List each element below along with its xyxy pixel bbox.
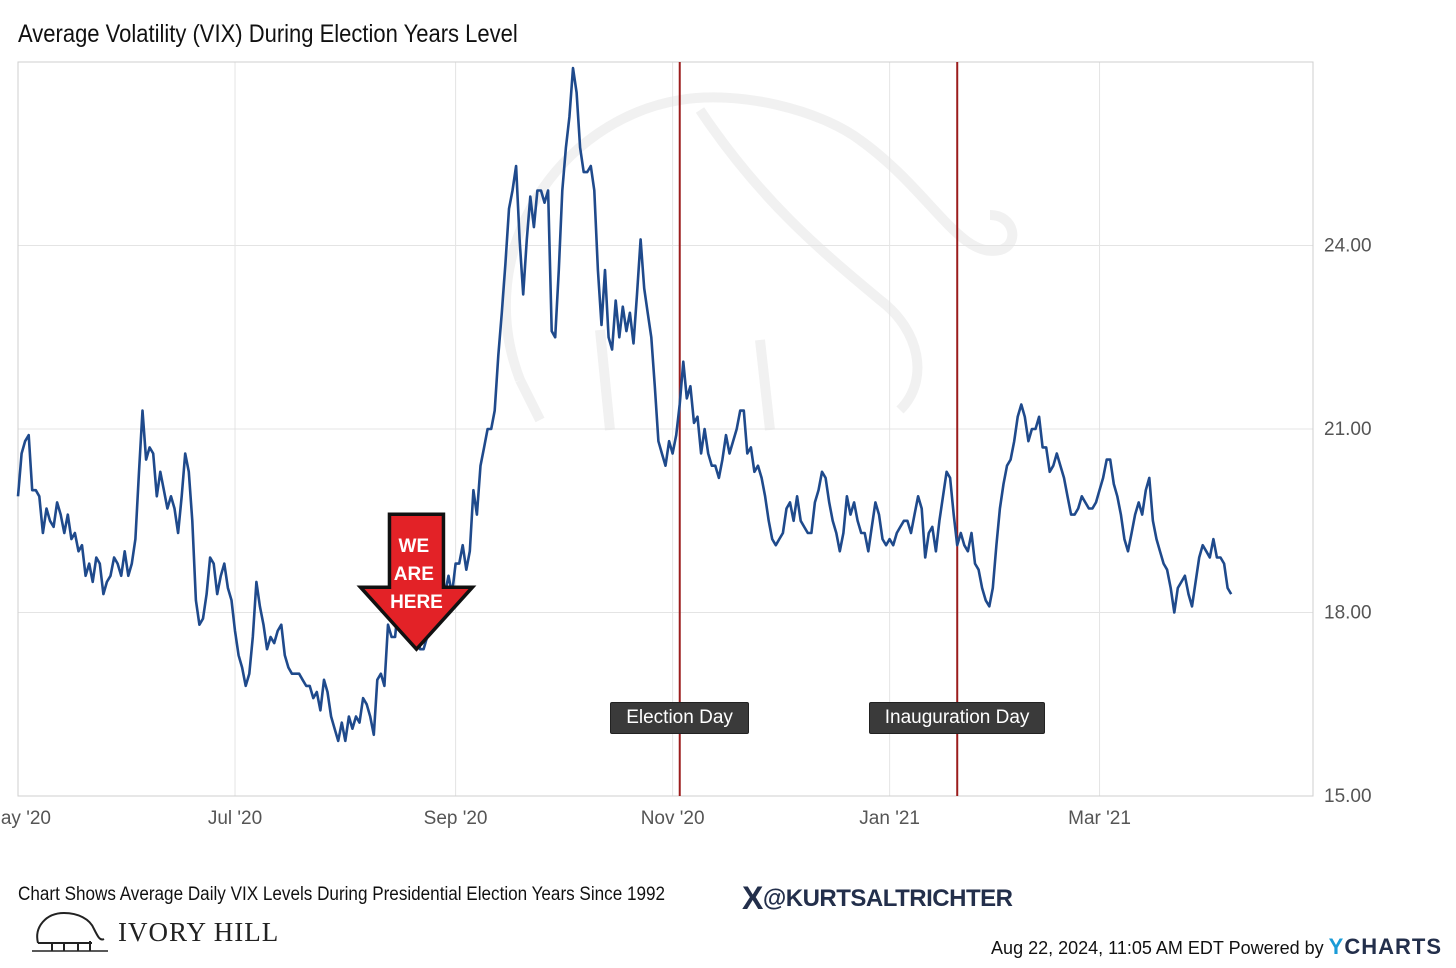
source-stamp: Aug 22, 2024, 11:05 AM EDT Powered by YC… <box>991 934 1442 960</box>
x-tick-label: Mar '21 <box>1068 808 1131 829</box>
ycharts-logo[interactable]: YCHARTS <box>1329 934 1442 959</box>
event-lines <box>678 62 959 796</box>
social-handle[interactable]: X@KURTSALTRICHTER <box>742 880 1013 917</box>
watermark-elephant <box>500 92 1018 431</box>
arrow-text-line-3: HERE <box>390 592 443 613</box>
y-tick-label: 18.00 <box>1324 603 1372 624</box>
inauguration-day-label: Inauguration Day <box>868 701 1046 734</box>
we-are-here-arrow: WE ARE HERE <box>356 512 477 652</box>
arrow-text-line-2: ARE <box>394 564 434 585</box>
chart-footnote: Chart Shows Average Daily VIX Levels Dur… <box>18 884 666 905</box>
x-tick-label: Sep '20 <box>424 808 488 829</box>
arrow-text-line-1: WE <box>399 536 430 557</box>
brand-name: IVORY HILL <box>118 917 280 947</box>
x-tick-label: Nov '20 <box>641 808 705 829</box>
x-tick-label: Jul '20 <box>208 808 262 829</box>
plot-frame <box>17 61 1314 797</box>
powered-by-label: Powered by <box>1228 938 1324 958</box>
y-tick-label: 15.00 <box>1324 786 1372 807</box>
election-day-label: Election Day <box>610 701 749 734</box>
series-line <box>16 66 1233 743</box>
brand-logo: IVORY HILL <box>30 905 278 955</box>
x-axis: May '20 Jul '20 Sep '20 Nov '20 Jan '21 Mar '… <box>0 808 1131 829</box>
svg-text:WE ARE HERE: WE ARE HERE <box>390 536 443 613</box>
down-arrow-icon <box>356 512 477 652</box>
ycharts-logo-y: Y <box>1328 934 1345 959</box>
x-tick-label: May '20 <box>0 808 51 829</box>
handle-text: @KURTSALTRICHTER <box>762 885 1013 912</box>
elephant-icon <box>32 911 108 952</box>
y-tick-label: 21.00 <box>1324 419 1372 440</box>
chart-title: Average Volatility (VIX) During Election… <box>18 20 518 48</box>
grid <box>17 62 1313 797</box>
timestamp: Aug 22, 2024, 11:05 AM EDT <box>991 938 1224 958</box>
ycharts-logo-text: CHARTS <box>1344 934 1442 959</box>
y-axis: 15.00 18.00 21.00 24.00 <box>1324 236 1372 808</box>
x-tick-label: Jan '21 <box>859 808 920 829</box>
x-logo-icon: X <box>742 880 763 916</box>
y-tick-label: 24.00 <box>1324 236 1372 257</box>
